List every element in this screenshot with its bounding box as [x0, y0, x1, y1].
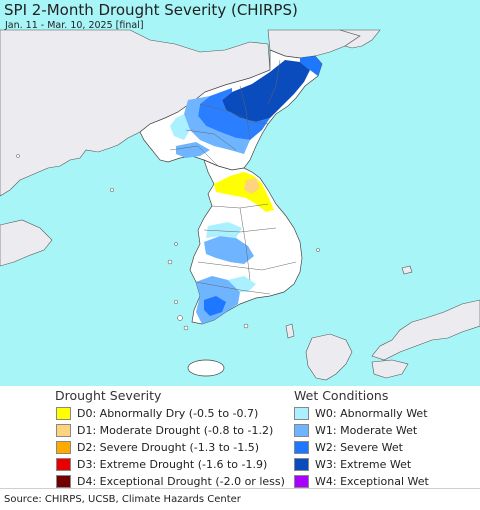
coastal-islands — [16, 154, 320, 331]
japan-shikoku-land — [371, 359, 409, 379]
legend-label-w4: W4: Exceptional Wet — [315, 475, 429, 488]
legend-label-w2: W2: Severe Wet — [315, 441, 403, 454]
legend-item-d2: D2: Severe Drought (-1.3 to -1.5) — [56, 440, 259, 455]
legend-swatch-w4 — [294, 475, 309, 488]
legend-item-d1: D1: Moderate Drought (-0.8 to -1.2) — [56, 423, 273, 438]
legend-item-w0: W0: Abnormally Wet — [294, 406, 428, 421]
wet-w3-north — [222, 60, 310, 122]
legend-label-d4: D4: Exceptional Drought (-2.0 or less) — [77, 475, 285, 488]
legend-label-d1: D1: Moderate Drought (-0.8 to -1.2) — [77, 424, 274, 437]
map-title: SPI 2-Month Drought Severity (CHIRPS) — [4, 1, 298, 19]
legend-item-d0: D0: Abnormally Dry (-0.5 to -0.7) — [56, 406, 258, 421]
korea-drought-map: SPI 2-Month Drought Severity (CHIRPS) Ja… — [0, 0, 480, 386]
south-korea-province-lines — [195, 203, 297, 295]
legend-label-d2: D2: Severe Drought (-1.3 to -1.5) — [77, 441, 260, 454]
china-shandong-land — [0, 219, 53, 267]
legend-swatch-d1 — [56, 424, 71, 437]
legend-label-d3: D3: Extreme Drought (-1.6 to -1.9) — [77, 458, 268, 471]
drought-legend-heading: Drought Severity — [55, 388, 162, 403]
legend-swatch-w0 — [294, 407, 309, 420]
footer-divider — [0, 488, 480, 489]
legend-swatch-w1 — [294, 424, 309, 437]
legend-item-d4: D4: Exceptional Drought (-2.0 or less) — [56, 474, 285, 489]
legend-swatch-d3 — [56, 458, 71, 471]
legend-item-w4: W4: Exceptional Wet — [294, 474, 429, 489]
legend-label-w0: W0: Abnormally Wet — [315, 407, 428, 420]
north-korea-province-lines — [169, 59, 281, 167]
wet-w0-southwest — [228, 276, 256, 292]
legend-swatch-w3 — [294, 458, 309, 471]
map-subtitle: Jan. 11 - Mar. 10, 2025 [final] — [4, 20, 144, 31]
jeju-island — [187, 359, 225, 377]
legend-label-w3: W3: Extreme Wet — [315, 458, 412, 471]
source-credit: Source: CHIRPS, UCSB, Climate Hazards Ce… — [4, 494, 241, 505]
wet-w1-south-central — [204, 236, 254, 264]
russia-coast-land — [339, 29, 381, 49]
wet-legend-heading: Wet Conditions — [294, 388, 389, 403]
legend-item-w2: W2: Severe Wet — [294, 440, 403, 455]
legend-item-w3: W3: Extreme Wet — [294, 457, 411, 472]
legend-swatch-d2 — [56, 441, 71, 454]
legend-swatch-d0 — [56, 407, 71, 420]
legend-label-d0: D0: Abnormally Dry (-0.5 to -0.7) — [77, 407, 259, 420]
drought-d0-gangwon — [214, 172, 274, 212]
wet-w2-southwest — [204, 296, 226, 316]
wet-w2-north — [198, 88, 270, 140]
wet-w0-south-central — [206, 222, 242, 238]
japan-honshu-land — [371, 299, 480, 361]
wet-w2-east — [300, 56, 322, 76]
wet-w0-north — [170, 114, 190, 140]
drought-d1-patch — [244, 178, 260, 194]
legend-swatch-d4 — [56, 475, 71, 488]
legend-item-d3: D3: Extreme Drought (-1.6 to -1.9) — [56, 457, 267, 472]
japan-kyushu-land — [305, 333, 353, 381]
japan-tsushima-island — [285, 323, 295, 339]
legend-item-w1: W1: Moderate Wet — [294, 423, 417, 438]
legend-label-w1: W1: Moderate Wet — [315, 424, 418, 437]
wet-w1-north — [184, 96, 250, 154]
legend-swatch-w2 — [294, 441, 309, 454]
japan-oki-island — [401, 265, 413, 275]
wet-w1-west — [176, 142, 210, 158]
